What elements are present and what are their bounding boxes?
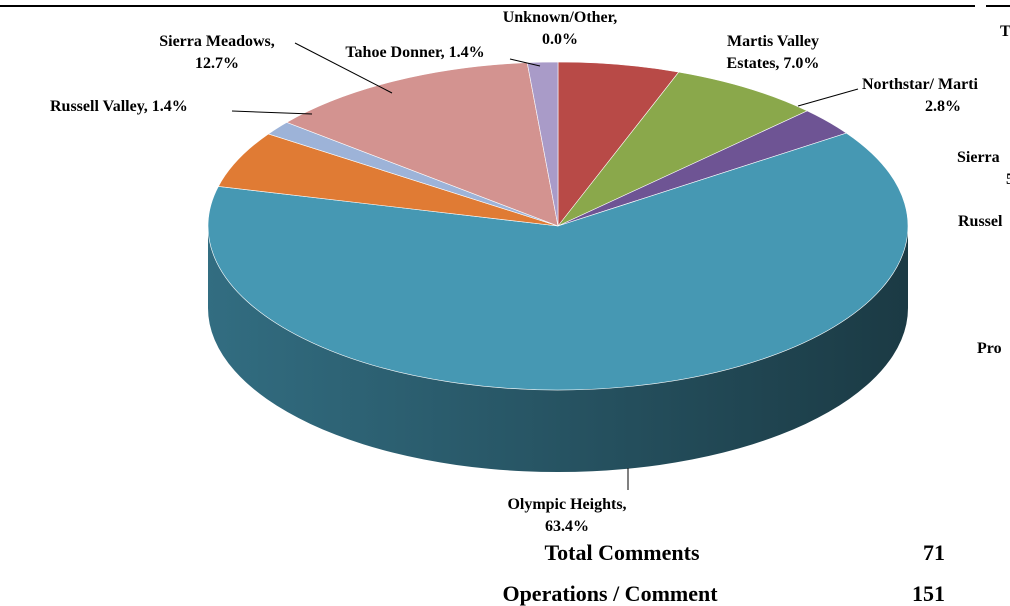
data-label: Sierra Meadows, (159, 33, 275, 50)
table-cell: Operations / Comment (502, 581, 718, 606)
leader-line (509, 58, 541, 67)
slice (557, 71, 808, 227)
slice (207, 132, 909, 391)
pie (207, 61, 909, 472)
data-label: Northstar/ Marti (862, 76, 979, 93)
slice-side (208, 226, 908, 472)
data-label: Olympic Heights, (507, 496, 626, 513)
leader-line (797, 88, 859, 107)
data-label: 0.0% (542, 31, 578, 48)
data-label: 12.7% (195, 55, 239, 72)
data-label: Martis Valley (727, 33, 819, 50)
cropped-text: Sierra (957, 149, 1000, 166)
cropped-text: Russel (958, 213, 1003, 230)
leader-line (231, 110, 313, 115)
table-cell: 151 (912, 581, 945, 606)
leader-line (294, 42, 393, 94)
data-label: Russell Valley, 1.4% (50, 98, 188, 115)
labels: Martis Valley Estates, 7.0% Northstar/ Mar… (50, 9, 1010, 535)
cropped-text: Pro (977, 340, 1002, 357)
cropped-text: 5 (1006, 171, 1010, 188)
data-label: 63.4% (545, 518, 589, 535)
data-label: Unknown/Other, (503, 9, 618, 26)
cropped-text: T (1000, 23, 1010, 40)
table-cell: 71 (923, 540, 945, 565)
data-label: 2.8% (925, 98, 961, 115)
data-label: Estates, 7.0% (727, 55, 820, 72)
data-label: Tahoe Donner, 1.4% (345, 44, 484, 61)
table-cell: Total Comments (544, 540, 699, 565)
